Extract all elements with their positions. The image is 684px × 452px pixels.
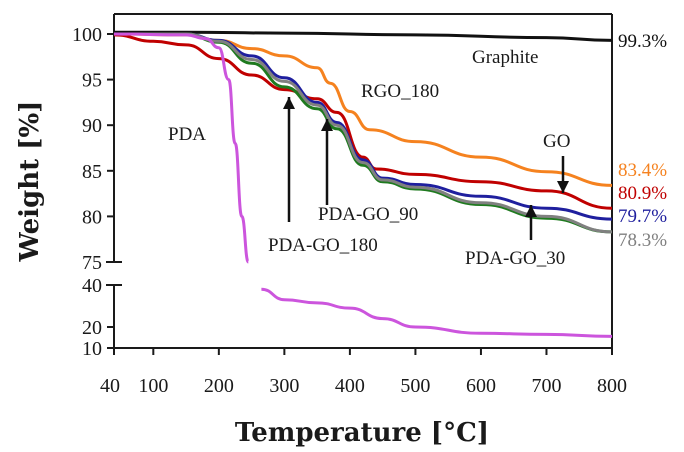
arrow-pda-go30-head [525, 205, 537, 217]
pda-go30-label: PDA-GO_30 [465, 248, 565, 269]
x-tick-label: 700 [531, 375, 561, 397]
x-tick-label: 200 [204, 375, 234, 397]
y-tick-label: 85 [82, 161, 102, 183]
end-label-pda-go90: 79.7% [618, 206, 667, 227]
series-line-pda-go-30 [114, 32, 613, 234]
pda-label: PDA [168, 124, 206, 145]
x-tick-label: 500 [400, 375, 430, 397]
series-line-graphite [114, 30, 613, 42]
x-tick-label: 40 [100, 375, 120, 397]
graphite-label: Graphite [472, 47, 538, 68]
y-tick-label: 90 [82, 115, 102, 137]
end-label-pda-go30: 78.3% [618, 230, 667, 251]
x-tick-label: 800 [597, 375, 627, 397]
arrow-pda-go90-head [321, 119, 333, 131]
y-axis-title: Weight [%] [15, 101, 45, 263]
x-tick-label: 600 [466, 375, 496, 397]
ticks: 40 100 200 300 400 500 600 700 80010095908580754… [72, 24, 627, 397]
y-tick-label: 75 [82, 252, 102, 274]
end-label-go: 80.9% [618, 183, 667, 204]
series-line-go [113, 33, 613, 210]
arrow-go-head [557, 181, 569, 193]
y-tick-label: 95 [82, 70, 102, 92]
end-label-graphite: 99.3% [618, 31, 667, 52]
arrows [283, 97, 569, 240]
y-tick-label: 40 [82, 275, 102, 297]
series-line-pda [113, 32, 250, 264]
x-axis-title: Temperature [°C] [235, 418, 489, 448]
series [113, 30, 613, 338]
rgo180-label: RGO_180 [361, 81, 439, 102]
x-tick-label: 100 [138, 375, 168, 397]
y-tick-label: 20 [82, 317, 102, 339]
y-tick-label: 80 [82, 206, 102, 228]
y-tick-label: 10 [82, 338, 102, 360]
pda-go180-label: PDA-GO_180 [268, 235, 378, 256]
y-tick-label: 100 [72, 24, 102, 46]
end-label-rgo180: 83.4% [618, 160, 667, 181]
series-line-pda [261, 287, 613, 338]
go-label: GO [543, 131, 570, 152]
x-tick-label: 300 [269, 375, 299, 397]
pda-go90-label: PDA-GO_90 [318, 204, 418, 225]
x-tick-label: 400 [335, 375, 365, 397]
arrow-pda-go180-head [283, 97, 295, 109]
